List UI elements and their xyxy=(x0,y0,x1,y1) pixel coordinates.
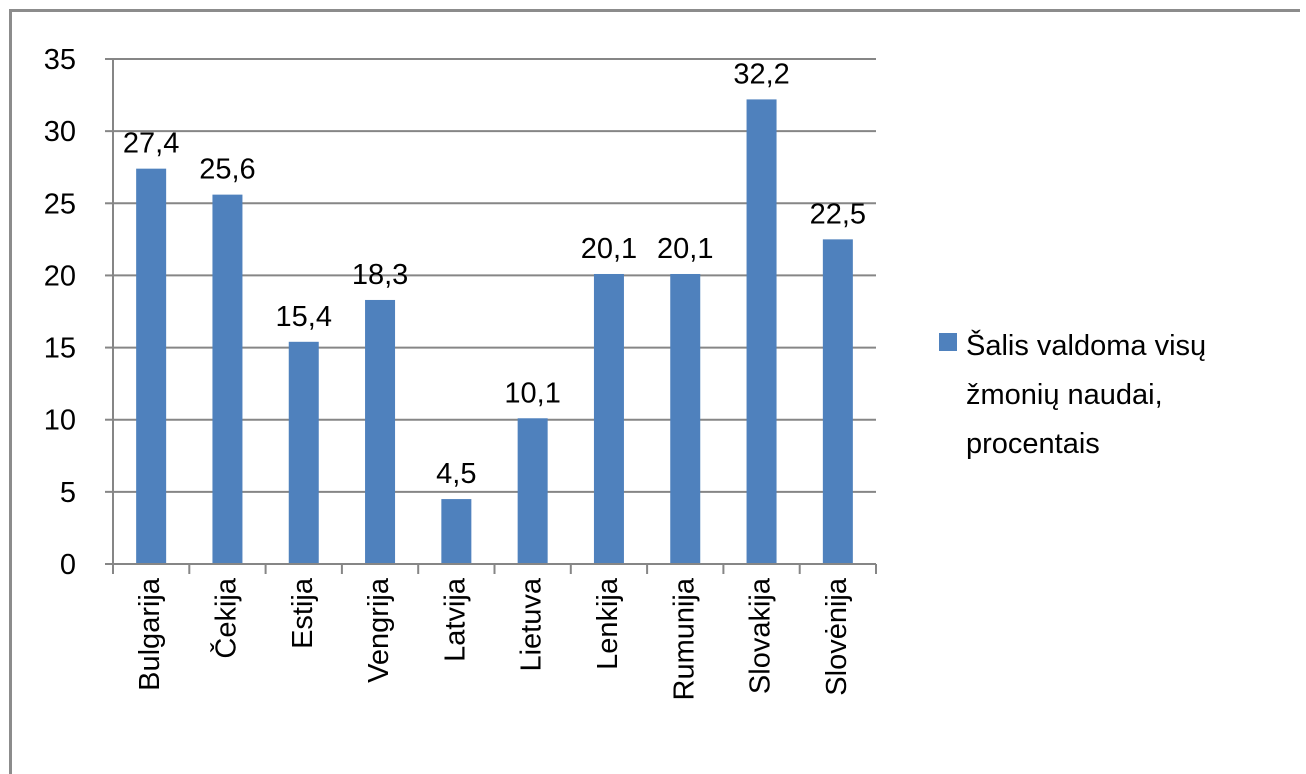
x-tick-label: Lietuva xyxy=(516,577,548,671)
legend-label-line-2: žmonių naudai, xyxy=(966,379,1163,411)
data-label: 18,3 xyxy=(352,259,408,291)
y-tick-label: 20 xyxy=(44,260,76,292)
x-tick-label: Lenkija xyxy=(592,577,624,670)
x-tick-label: Rumunija xyxy=(668,577,700,700)
legend-label-line-3: procentais xyxy=(966,428,1100,460)
x-tick-label: Bulgarija xyxy=(134,577,166,691)
legend-label-line-1: Šalis valdoma visų xyxy=(966,328,1206,362)
y-tick-label: 15 xyxy=(44,333,76,365)
data-label: 4,5 xyxy=(436,458,476,490)
bar xyxy=(441,499,472,564)
y-tick-label: 35 xyxy=(44,44,76,76)
bar xyxy=(822,239,853,564)
y-tick-label: 0 xyxy=(60,549,76,581)
data-label: 20,1 xyxy=(657,233,713,265)
legend-swatch xyxy=(939,333,957,351)
data-label: 22,5 xyxy=(810,198,866,230)
y-tick-label: 5 xyxy=(60,477,76,509)
bar xyxy=(746,99,777,565)
data-label: 15,4 xyxy=(276,301,332,333)
y-tick-label: 30 xyxy=(44,116,76,148)
bars xyxy=(136,99,853,565)
bar xyxy=(670,273,701,564)
bar xyxy=(365,299,396,564)
y-axis-ticks: 0 5 10 15 20 25 30 35 xyxy=(44,44,113,581)
bar xyxy=(593,273,624,564)
legend: Šalis valdoma visų žmonių naudai, procen… xyxy=(939,328,1206,460)
bar xyxy=(517,418,548,564)
data-label: 27,4 xyxy=(123,128,179,160)
bar xyxy=(212,194,243,564)
data-label: 20,1 xyxy=(581,233,637,265)
y-tick-label: 25 xyxy=(44,188,76,220)
y-tick-label: 10 xyxy=(44,405,76,437)
x-axis-ticks: Bulgarija Čekija Estija Vengrija Latvija Liet… xyxy=(112,564,877,701)
x-tick-label: Vengrija xyxy=(363,577,395,683)
data-label: 32,2 xyxy=(733,58,789,90)
bar xyxy=(288,341,319,564)
data-label: 25,6 xyxy=(199,154,255,186)
data-label: 10,1 xyxy=(504,377,560,409)
data-labels: 27,4 25,6 15,4 18,3 4,5 10,1 20,1 20,1 32,2 22,5 xyxy=(123,58,866,490)
x-tick-label: Čekija xyxy=(208,577,242,658)
x-tick-label: Slovakija xyxy=(745,577,777,694)
x-tick-label: Slovėnija xyxy=(821,577,853,696)
x-tick-label: Latvija xyxy=(439,577,471,662)
x-tick-label: Estija xyxy=(287,577,319,649)
bar xyxy=(136,168,167,564)
